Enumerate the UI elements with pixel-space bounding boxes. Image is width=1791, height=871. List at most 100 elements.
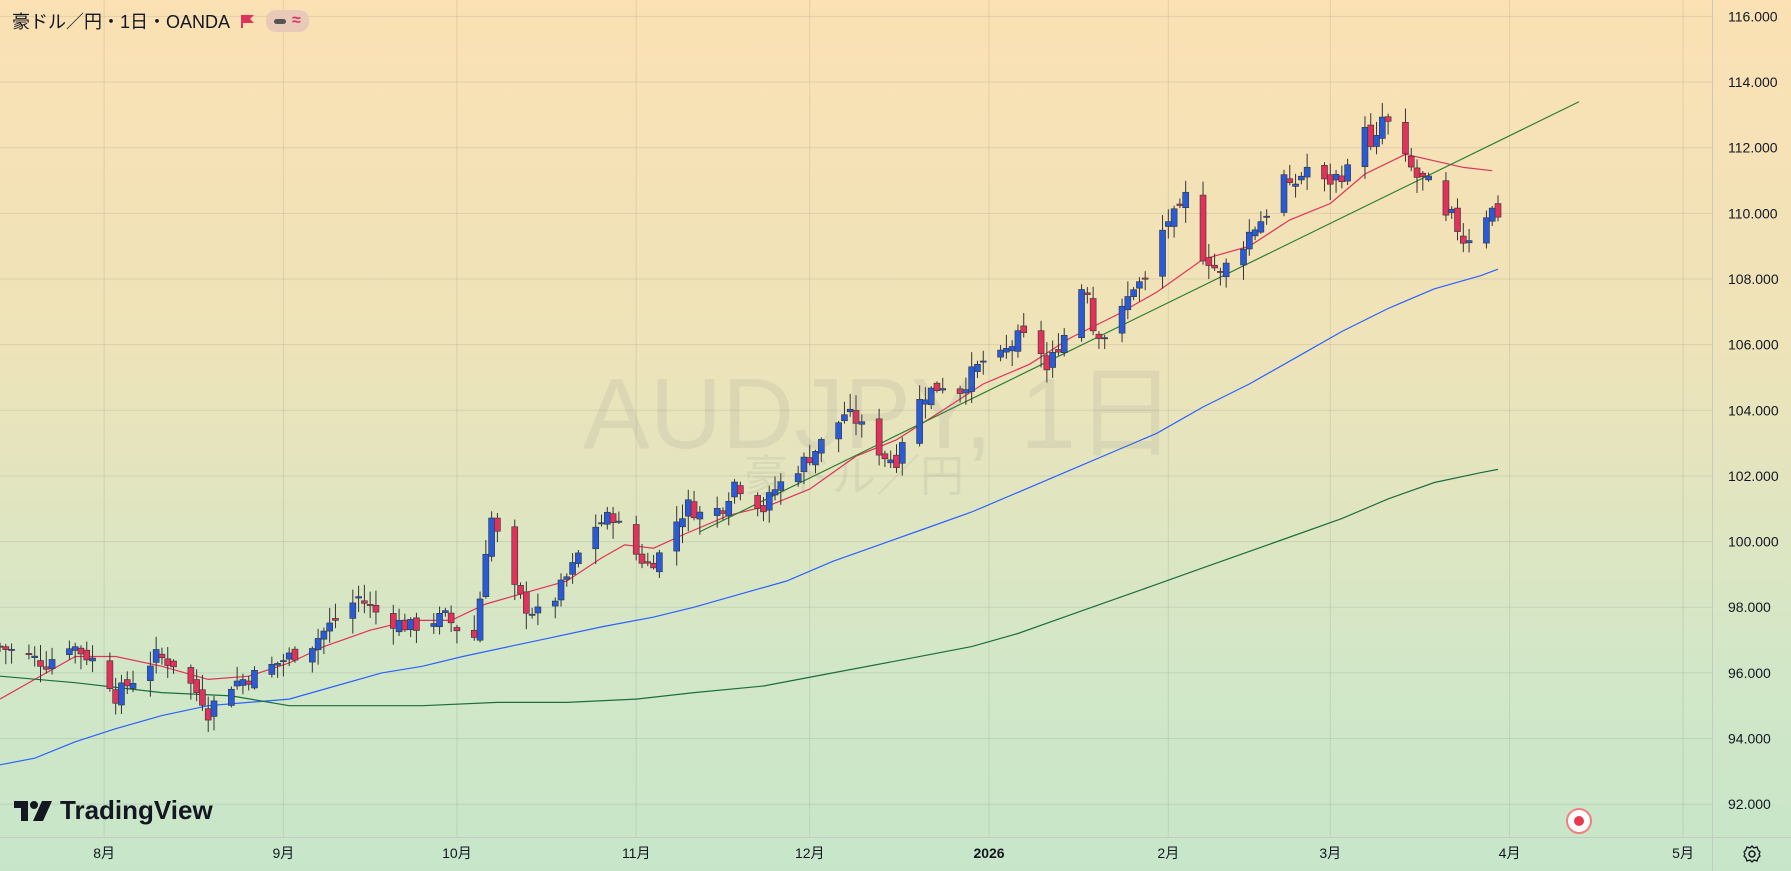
candle-body-73 (592, 526, 600, 550)
candle-body-149 (1205, 257, 1213, 266)
y-tick-label-1: 114.000 (1728, 74, 1778, 90)
flag-icon[interactable] (240, 13, 256, 29)
candle-body-107 (858, 421, 866, 425)
candle-body-62 (494, 517, 501, 532)
candle-body-77 (615, 520, 623, 523)
candle-body-158 (1280, 174, 1288, 213)
candle-body-99 (800, 456, 808, 473)
candle-body-21 (164, 658, 172, 666)
candle-body-10 (77, 647, 85, 655)
candle-body-151 (1217, 271, 1224, 273)
candle-body-37 (291, 648, 299, 661)
x-tick-label-8: 4月 (1499, 845, 1521, 861)
candle-body-80 (644, 561, 652, 564)
candle-body-147 (1182, 191, 1189, 208)
candle-body-122 (979, 360, 987, 363)
symbol-title[interactable]: 豪ドル／円・1日・OANDA (12, 12, 231, 32)
candle-body-137 (1101, 337, 1109, 340)
candle-body-120 (968, 366, 975, 392)
symbol-watermark: AUDJPY, 1日 (583, 358, 1176, 470)
x-tick-label-1: 9月 (273, 845, 295, 861)
candle-body-115 (927, 387, 935, 406)
candle-body-145 (1170, 208, 1178, 227)
candle-body-30 (239, 679, 247, 686)
candle-body-159 (1286, 178, 1294, 183)
candle-body-160 (1292, 183, 1299, 187)
candle-body-82 (656, 552, 663, 573)
candle-body-133 (1078, 289, 1085, 339)
candle-body-157 (1263, 215, 1270, 218)
candle-body-42 (332, 618, 339, 621)
y-tick-label-5: 106.000 (1728, 337, 1779, 353)
candle-body-56 (447, 612, 455, 624)
candle-body-67 (534, 606, 542, 614)
candle-body-94 (760, 505, 767, 513)
candle-body-126 (1014, 330, 1022, 352)
candle-body-26 (204, 708, 212, 721)
y-tick-label-4: 108.000 (1728, 271, 1779, 287)
candle-body-9 (71, 646, 79, 651)
x-tick-label-5: 2026 (973, 845, 1004, 861)
candle-body-50 (401, 619, 409, 631)
candle-body-98 (794, 473, 802, 483)
y-tick-label-9: 98.000 (1728, 599, 1771, 615)
indicator-pill[interactable]: ≈ (266, 10, 309, 32)
candle-body-175 (1413, 167, 1421, 178)
candle-body-87 (696, 511, 704, 520)
candle-body-179 (1448, 208, 1456, 213)
candle-body-144 (1165, 221, 1172, 227)
candle-body-178 (1442, 180, 1450, 216)
candle-body-138 (1118, 305, 1126, 334)
candle-body-51 (407, 619, 414, 631)
candle-body-61 (488, 517, 495, 557)
tradingview-logo[interactable]: TradingView (14, 795, 213, 826)
candle-body-81 (650, 562, 657, 569)
candle-body-60 (482, 553, 490, 597)
y-tick-label-11: 94.000 (1728, 731, 1771, 747)
candle-body-52 (413, 617, 420, 631)
candle-body-155 (1251, 229, 1259, 237)
candle-body-14 (112, 689, 119, 704)
candle-body-76 (609, 513, 617, 523)
candle-body-162 (1303, 166, 1311, 178)
candle-body-141 (1136, 281, 1143, 289)
candle-body-109 (881, 453, 889, 460)
candle-body-65 (523, 591, 530, 614)
candle-body-23 (187, 667, 195, 684)
candle-body-32 (251, 670, 258, 689)
candle-body-89 (719, 510, 727, 514)
candle-body-102 (817, 439, 825, 454)
candle-body-3 (25, 653, 33, 655)
candle-body-74 (598, 522, 605, 525)
wave-icon: ≈ (292, 12, 301, 29)
candle-body-169 (1367, 124, 1375, 147)
candle-body-47 (372, 604, 380, 613)
candle-body-140 (1130, 289, 1137, 297)
settings-gear-icon[interactable] (1742, 844, 1762, 864)
candle-body-106 (852, 410, 860, 424)
candle-body-68 (551, 600, 559, 607)
candle-body-75 (603, 511, 611, 525)
candle-body-48 (389, 613, 397, 629)
candle-body-2 (8, 648, 15, 651)
candle-body-6 (42, 666, 50, 670)
candle-body-174 (1407, 155, 1415, 168)
candle-body-165 (1332, 174, 1340, 181)
candle-body-69 (557, 579, 565, 601)
record-button[interactable] (1566, 808, 1592, 834)
candle-body-171 (1379, 116, 1386, 139)
candle-body-11 (83, 649, 91, 661)
candle-body-181 (1459, 235, 1467, 244)
candle-body-154 (1245, 231, 1253, 250)
candle-body-70 (563, 576, 571, 580)
candle-body-22 (170, 660, 177, 668)
candle-body-163 (1321, 165, 1328, 180)
candle-body-143 (1159, 229, 1166, 277)
y-tick-label-10: 96.000 (1728, 665, 1771, 681)
candle-body-44 (355, 596, 362, 599)
candle-body-15 (118, 682, 125, 706)
candle-body-5 (37, 660, 44, 667)
y-tick-label-7: 102.000 (1728, 468, 1779, 484)
